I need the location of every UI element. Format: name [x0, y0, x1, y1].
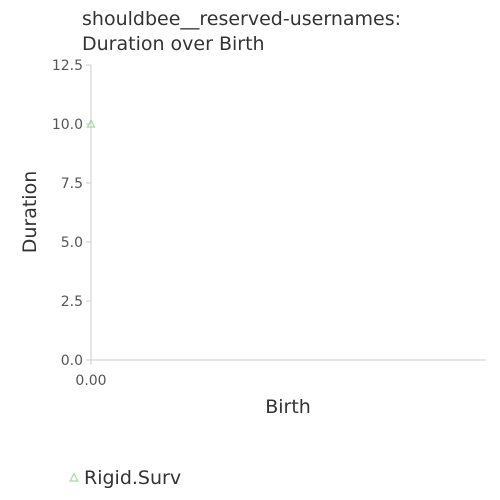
- legend: Rigid.Surv: [69, 467, 181, 489]
- x-axis-ticks: 0.00: [75, 360, 107, 389]
- y-tick-label: 7.5: [61, 176, 83, 192]
- y-tick-label: 2.5: [61, 294, 83, 310]
- legend-label-rigid-surv: Rigid.Surv: [84, 467, 181, 489]
- chart-title-line-1: shouldbee__reserved-usernames:: [82, 8, 401, 30]
- data-points: [86, 118, 96, 128]
- x-axis-label: Birth: [265, 396, 311, 418]
- y-tick-label: 0.0: [61, 353, 83, 369]
- legend-marker-triangle-icon: [69, 472, 79, 482]
- data-point-triangle: [86, 118, 96, 128]
- y-axis-ticks: 0.0 2.5 5.0 7.5 10.0 12.5: [52, 58, 91, 369]
- y-axis-label: Duration: [19, 171, 41, 254]
- chart-title-line-2: Duration over Birth: [82, 33, 265, 55]
- y-tick-label: 12.5: [52, 58, 83, 74]
- x-tick-label: 0.00: [75, 373, 106, 389]
- y-tick-label: 10.0: [52, 117, 83, 133]
- y-tick-label: 5.0: [61, 235, 83, 251]
